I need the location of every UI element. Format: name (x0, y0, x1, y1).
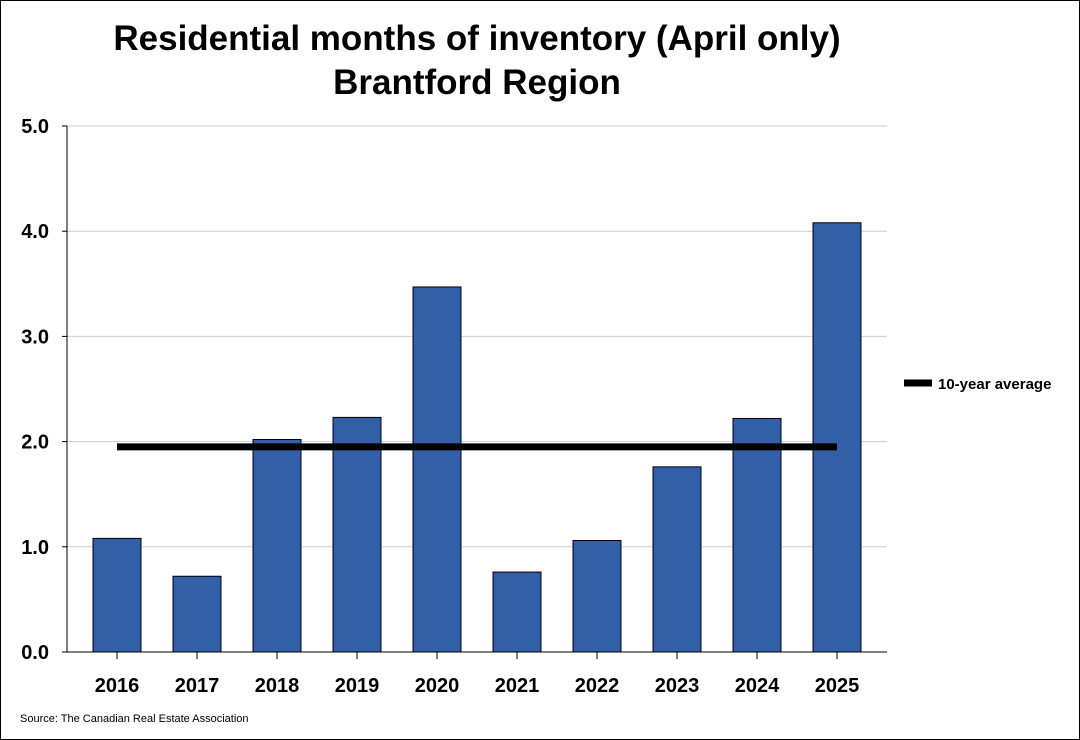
y-tick-label: 1.0 (21, 537, 49, 559)
bar-2022 (572, 539, 622, 653)
source-note: Source: The Canadian Real Estate Associa… (20, 713, 249, 725)
bar-2025 (812, 222, 862, 653)
x-tick-labels: 2016 2017 2018 2019 2020 2021 2022 2023 2024 2025 (95, 675, 860, 697)
chart-title-line-1: Residential months of inventory (April o… (113, 19, 840, 58)
bar-2020 (412, 286, 462, 653)
y-tick-label: 0.0 (21, 642, 49, 664)
bar-2024 (732, 417, 782, 653)
y-tick-label: 4.0 (21, 221, 49, 243)
x-tick-label: 2019 (335, 675, 380, 697)
bar-2017 (172, 575, 222, 653)
bar-2023 (652, 466, 702, 653)
bar-2016 (92, 537, 142, 653)
chart-title-line-2: Brantford Region (333, 63, 621, 102)
x-tick-label: 2021 (495, 675, 540, 697)
x-tick-label: 2024 (735, 675, 780, 697)
bar-2021 (492, 571, 542, 653)
legend: 10-year average (904, 376, 1051, 393)
chart-title: Residential months of inventory (April o… (113, 19, 840, 102)
bar-2019 (332, 416, 382, 653)
x-tick-label: 2018 (255, 675, 300, 697)
bars (92, 222, 862, 653)
y-tick-label: 3.0 (21, 326, 49, 348)
axes (62, 125, 887, 659)
x-tick-label: 2022 (575, 675, 620, 697)
y-tick-labels: 0.0 1.0 2.0 3.0 4.0 5.0 (21, 116, 49, 664)
x-tick-label: 2025 (815, 675, 860, 697)
x-tick-label: 2017 (175, 675, 220, 697)
x-tick-label: 2016 (95, 675, 140, 697)
legend-label-average: 10-year average (938, 376, 1051, 393)
x-tick-label: 2023 (655, 675, 700, 697)
y-tick-label: 5.0 (21, 116, 49, 138)
x-tick-label: 2020 (415, 675, 460, 697)
y-tick-label: 2.0 (21, 432, 49, 454)
bar-2018 (252, 438, 302, 653)
